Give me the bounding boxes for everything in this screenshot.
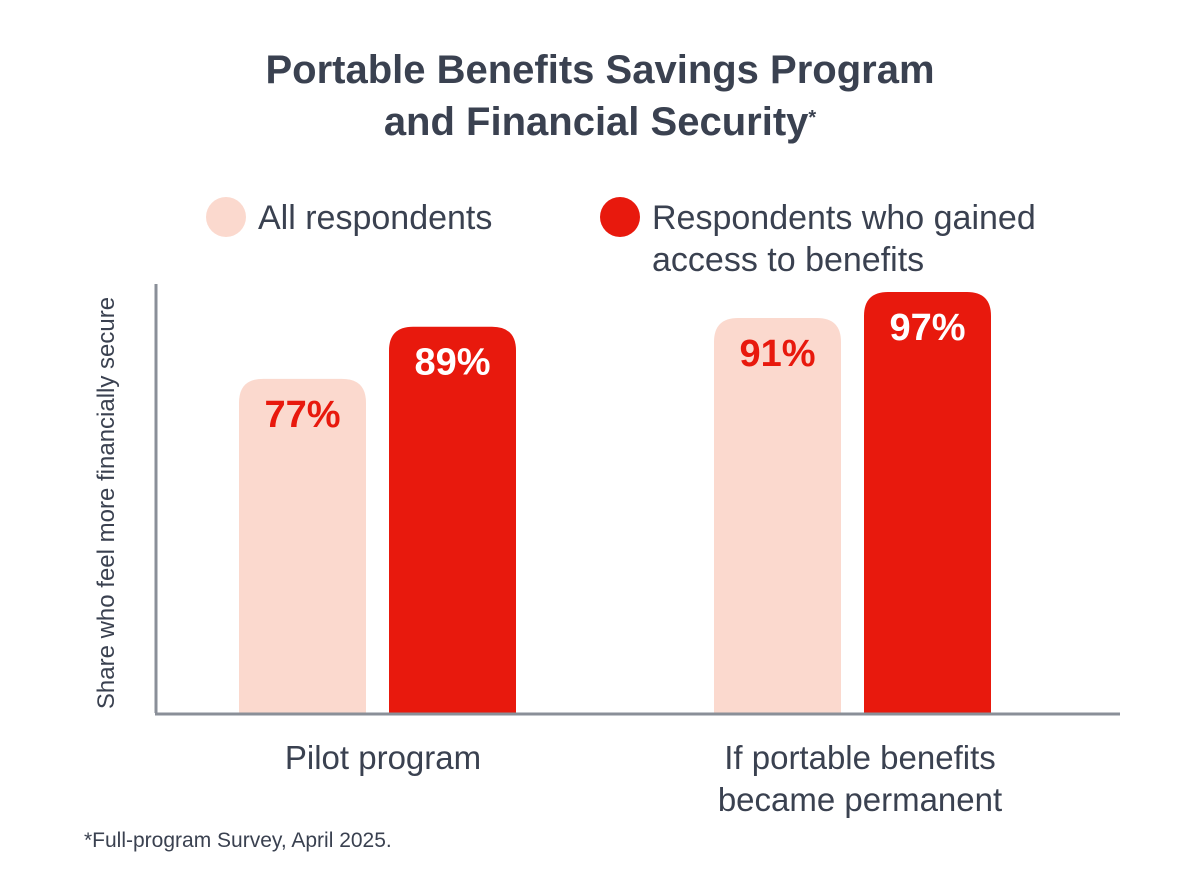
- category-label-permanent: If portable benefits became permanent: [660, 737, 1060, 821]
- data-label-all-respondents-1: 91%: [739, 333, 815, 375]
- legend-label-gained-access: Respondents who gained access to benefit…: [652, 199, 1036, 279]
- legend-item-gained-access: Respondents who gained access to benefit…: [600, 197, 1102, 281]
- title-footnote-marker: *: [808, 107, 817, 129]
- legend-item-all-respondents: All respondents: [206, 197, 492, 239]
- legend-label-all-respondents: All respondents: [258, 199, 493, 237]
- data-label-gained-access-1: 97%: [889, 307, 965, 349]
- data-label-all-respondents-0: 77%: [264, 394, 340, 436]
- bar-gained-access-1: [864, 292, 991, 713]
- category-label-pilot-program: Pilot program: [183, 737, 583, 779]
- footnote: *Full-program Survey, April 2025.: [84, 829, 392, 852]
- category-label-line: became permanent: [717, 781, 1003, 818]
- legend-swatch-gained-access: [600, 197, 640, 237]
- bar-all-respondents-0: [239, 378, 366, 713]
- chart-title-line-2-text: and Financial Security: [383, 100, 809, 144]
- chart-title-line-2: and Financial Security*: [0, 96, 1200, 148]
- category-label-line: If portable benefits: [724, 739, 996, 776]
- chart-title-line-1: Portable Benefits Savings Program: [265, 48, 935, 92]
- bar-gained-access-0: [389, 326, 516, 713]
- bar-all-respondents-1: [714, 318, 841, 713]
- category-label-line: Pilot program: [284, 739, 482, 776]
- data-label-gained-access-0: 89%: [414, 342, 490, 384]
- legend-swatch-all-respondents: [206, 197, 246, 237]
- chart-title: Portable Benefits Savings Program and Fi…: [0, 44, 1200, 148]
